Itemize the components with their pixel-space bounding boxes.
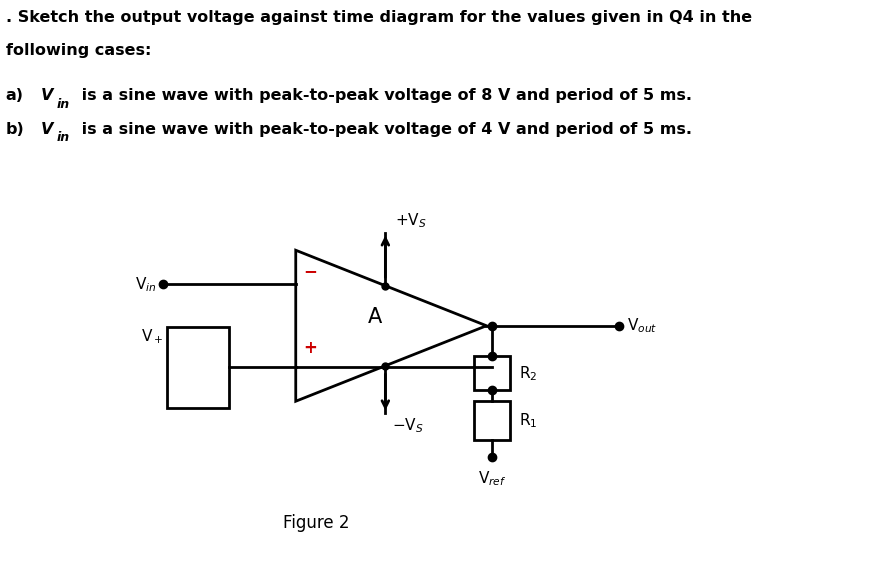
Text: is a sine wave with peak-to-peak voltage of 8 V and period of 5 ms.: is a sine wave with peak-to-peak voltage…: [76, 88, 692, 103]
Bar: [474, 356, 511, 390]
Text: b): b): [5, 121, 24, 137]
Text: Figure 2: Figure 2: [283, 514, 350, 532]
Text: +V$_S$: +V$_S$: [396, 211, 427, 230]
Text: in: in: [57, 98, 70, 111]
Text: V$_{ref}$: V$_{ref}$: [478, 469, 507, 488]
Text: −V$_S$: −V$_S$: [392, 416, 424, 435]
Text: A: A: [367, 307, 381, 327]
Text: . Sketch the output voltage against time diagram for the values given in Q4 in t: . Sketch the output voltage against time…: [5, 10, 752, 25]
Text: −: −: [304, 262, 317, 280]
Text: V$_+$: V$_+$: [141, 327, 163, 346]
Text: V: V: [41, 88, 53, 103]
Text: in: in: [57, 131, 70, 144]
Text: V: V: [41, 121, 53, 137]
Text: +: +: [304, 339, 317, 357]
Text: R$_1$: R$_1$: [519, 411, 537, 430]
Bar: [168, 327, 229, 408]
Text: is a sine wave with peak-to-peak voltage of 4 V and period of 5 ms.: is a sine wave with peak-to-peak voltage…: [76, 121, 692, 137]
Text: following cases:: following cases:: [5, 43, 151, 58]
Bar: [474, 401, 511, 441]
Text: a): a): [5, 88, 23, 103]
Text: R$_2$: R$_2$: [519, 364, 537, 383]
Text: V$_{in}$: V$_{in}$: [135, 275, 157, 293]
Text: V$_{out}$: V$_{out}$: [627, 316, 658, 335]
